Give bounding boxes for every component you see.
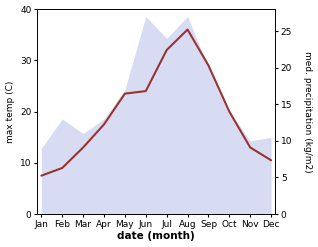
Y-axis label: med. precipitation (kg/m2): med. precipitation (kg/m2) [303, 51, 313, 172]
Y-axis label: max temp (C): max temp (C) [5, 80, 15, 143]
X-axis label: date (month): date (month) [117, 231, 195, 242]
